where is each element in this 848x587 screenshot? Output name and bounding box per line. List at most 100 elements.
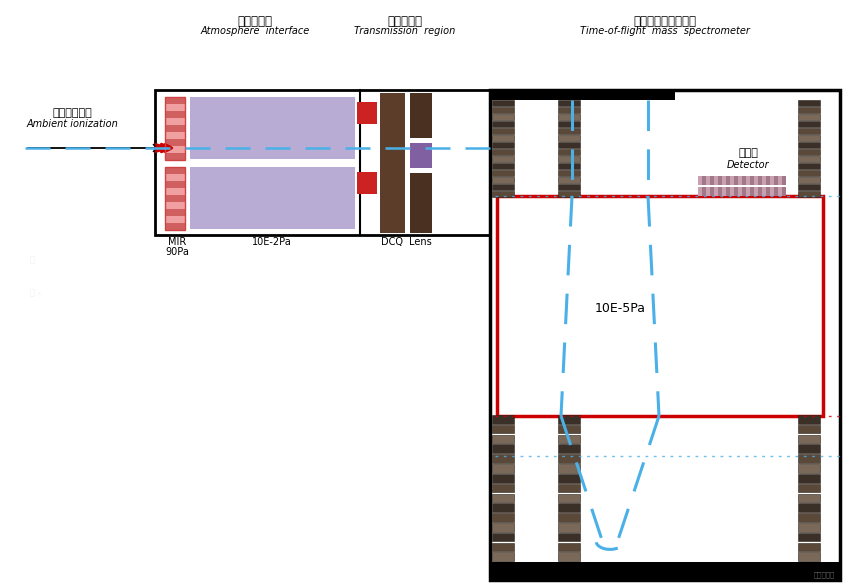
Bar	[558, 191, 580, 197]
Bar	[492, 184, 514, 190]
Bar	[738, 187, 742, 196]
Bar	[798, 191, 820, 197]
Bar	[165, 132, 185, 139]
Bar	[492, 523, 514, 532]
Bar	[492, 552, 514, 561]
Bar	[558, 494, 580, 502]
Bar	[798, 184, 820, 190]
Bar	[490, 562, 840, 580]
Bar	[558, 503, 580, 512]
Bar	[165, 216, 185, 223]
Bar	[798, 170, 820, 176]
Bar	[165, 146, 185, 153]
Bar	[558, 434, 580, 443]
Bar	[165, 167, 185, 174]
Bar	[492, 114, 514, 120]
Text: 离子传输区: 离子传输区	[388, 15, 422, 28]
Bar	[380, 93, 405, 233]
Bar	[770, 176, 774, 185]
Text: Atmosphere  interface: Atmosphere interface	[200, 26, 310, 36]
Bar	[742, 187, 746, 196]
Bar	[492, 142, 514, 148]
Bar	[558, 114, 580, 120]
Bar	[165, 188, 185, 195]
Bar	[492, 434, 514, 443]
Bar	[798, 128, 820, 134]
Bar	[165, 223, 185, 230]
Bar	[165, 104, 185, 111]
Bar	[490, 90, 675, 100]
Text: Time-of-flight  mass  spectrometer: Time-of-flight mass spectrometer	[580, 26, 750, 36]
Bar	[558, 513, 580, 522]
Text: Transmission  region: Transmission region	[354, 26, 455, 36]
Bar	[558, 484, 580, 492]
Text: Ambient ionization: Ambient ionization	[26, 119, 118, 129]
Bar	[558, 533, 580, 541]
Bar	[357, 172, 377, 194]
Bar	[165, 125, 185, 132]
Bar	[698, 187, 702, 196]
Bar	[558, 177, 580, 183]
Bar	[492, 425, 514, 433]
Bar	[558, 121, 580, 127]
Bar	[730, 176, 734, 185]
Bar	[738, 176, 742, 185]
Bar	[492, 533, 514, 541]
Bar	[710, 187, 714, 196]
Bar	[165, 111, 185, 118]
Bar	[558, 149, 580, 155]
Bar	[492, 177, 514, 183]
Bar	[718, 176, 722, 185]
Bar	[714, 176, 718, 185]
Bar	[798, 121, 820, 127]
Bar	[165, 167, 185, 230]
Bar	[558, 170, 580, 176]
Text: 大气压接口: 大气压接口	[237, 15, 272, 28]
Bar	[490, 90, 840, 580]
Bar	[410, 143, 432, 168]
Bar	[165, 97, 185, 160]
Bar	[492, 464, 514, 473]
Bar	[798, 484, 820, 492]
Bar	[778, 187, 782, 196]
Bar	[698, 176, 702, 185]
Bar	[558, 128, 580, 134]
Bar	[558, 107, 580, 113]
Bar	[410, 173, 432, 233]
Bar	[750, 187, 754, 196]
Bar	[702, 187, 706, 196]
Bar	[750, 176, 754, 185]
Bar	[492, 128, 514, 134]
Bar	[558, 142, 580, 148]
Bar	[558, 464, 580, 473]
Bar	[758, 187, 762, 196]
Bar	[754, 187, 758, 196]
Bar	[492, 121, 514, 127]
Bar	[497, 196, 823, 416]
Bar	[558, 523, 580, 532]
Bar	[492, 494, 514, 502]
Bar	[798, 434, 820, 443]
Text: 一 ₓ: 一 ₓ	[30, 288, 42, 297]
Bar	[558, 100, 580, 106]
Bar	[190, 97, 355, 159]
Bar	[722, 187, 726, 196]
Bar	[798, 542, 820, 551]
Bar	[798, 503, 820, 512]
Text: 仪器信息网: 仪器信息网	[814, 571, 835, 578]
Bar	[798, 523, 820, 532]
Bar	[726, 187, 730, 196]
Bar	[766, 176, 770, 185]
Bar	[798, 142, 820, 148]
Bar	[558, 184, 580, 190]
Bar	[746, 187, 750, 196]
Bar	[558, 425, 580, 433]
Bar	[778, 176, 782, 185]
Bar	[742, 176, 746, 185]
Bar	[492, 100, 514, 106]
Bar	[798, 135, 820, 141]
Bar	[798, 177, 820, 183]
Text: DCQ: DCQ	[381, 237, 403, 247]
Bar	[722, 176, 726, 185]
Bar	[758, 176, 762, 185]
